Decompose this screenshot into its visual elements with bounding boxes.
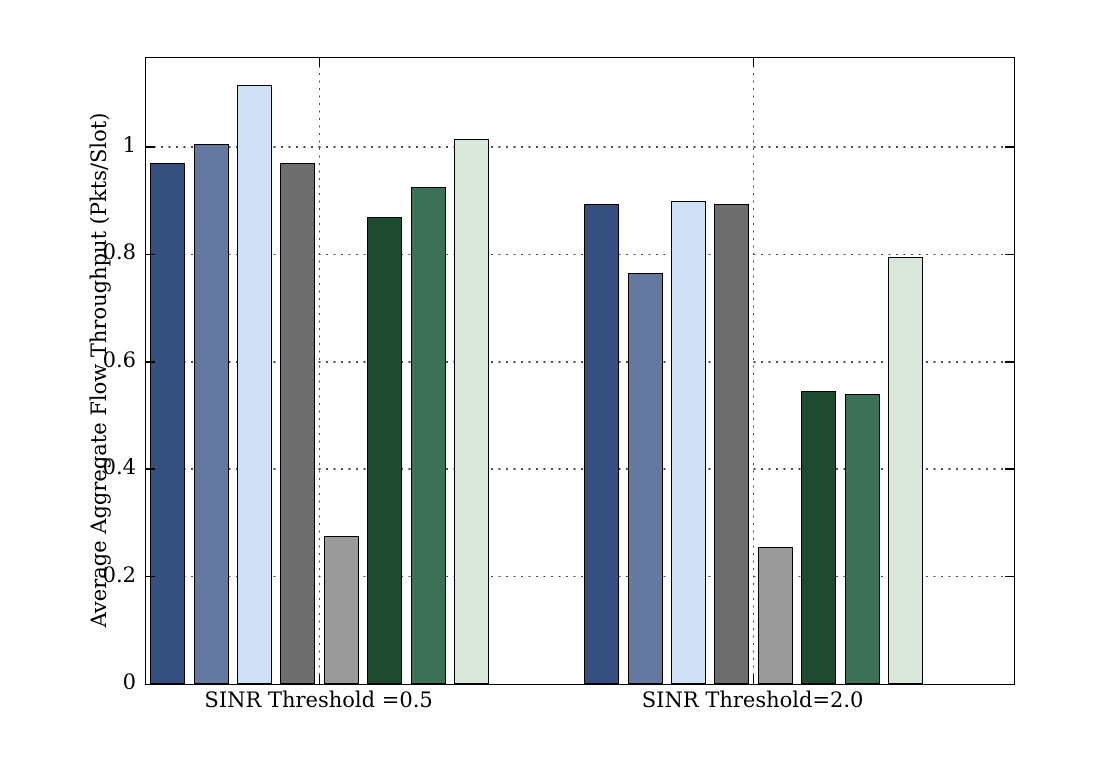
bar-dark-blue-group2 [584,203,620,684]
y-axis-tick [1005,575,1014,578]
x-tick-label: SINR Threshold=2.0 [641,688,864,712]
bar-light-blue-group2 [671,200,706,684]
y-gridline [146,575,1014,578]
y-axis-tick [146,575,155,578]
plot-area [145,57,1015,685]
y-gridline [146,253,1014,256]
bar-light-green-group2 [888,257,923,684]
bar-dark-gray-group1 [280,163,316,684]
bar-medium-blue-group1 [193,144,229,684]
y-tick-label: 0.4 [102,455,136,480]
y-tick-label: 1 [122,133,136,158]
y-tick-label: 0.2 [102,562,136,587]
y-tick-label: 0 [122,670,136,695]
bar-light-gray-group2 [757,547,793,684]
x-tick-label: SINR Threshold =0.5 [204,688,433,712]
bar-light-gray-group1 [323,536,359,684]
y-axis-tick [1005,468,1014,471]
bar-light-green-group1 [454,139,489,684]
x-axis-tick [752,58,755,67]
y-axis-tick [1005,146,1014,148]
y-axis-tick [1005,253,1014,256]
y-tick-label: 0.8 [102,240,136,265]
bar-dark-blue-group1 [150,163,186,684]
x-axis-tick [752,675,755,684]
x-gridline [752,58,755,684]
bar-light-blue-group1 [237,85,272,684]
y-gridline [146,361,1014,363]
y-tick-label: 0.6 [102,347,136,372]
y-axis-tick [1005,361,1014,363]
x-axis-tick [318,675,321,684]
y-axis-tick [146,253,155,256]
x-axis-tick [318,58,321,67]
y-gridline [146,468,1014,471]
y-axis-tick [146,361,155,363]
x-gridline [318,58,321,684]
bar-dark-green-group1 [367,216,403,684]
bar-medium-green-group2 [844,394,880,684]
bar-medium-green-group1 [410,187,446,684]
bar-medium-blue-group2 [627,273,663,684]
y-axis-tick [146,468,155,471]
bar-dark-gray-group2 [714,203,750,684]
y-axis-tick [146,146,155,148]
y-gridline [146,146,1014,148]
bar-dark-green-group2 [801,391,837,684]
